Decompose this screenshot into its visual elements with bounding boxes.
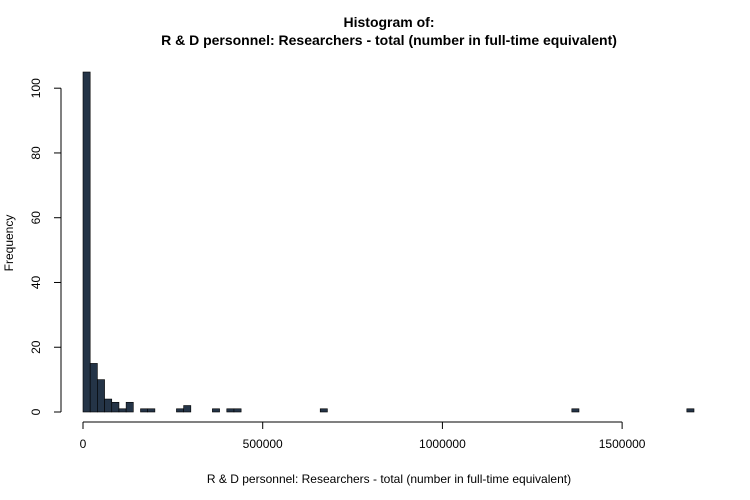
y-tick-label: 40 [29, 275, 43, 289]
x-tick-label: 0 [80, 437, 87, 451]
histogram-bar [147, 408, 156, 413]
histogram-bar [319, 408, 328, 413]
histogram-bar [89, 363, 98, 413]
chart-title-line1: Histogram of: [344, 14, 435, 30]
x-tick-label: 1500000 [599, 437, 646, 451]
histogram-bar [82, 71, 91, 413]
histogram-bar [226, 408, 235, 413]
histogram-bar [118, 408, 127, 413]
x-tick-label: 1000000 [419, 437, 466, 451]
histogram-bar [111, 401, 120, 413]
x-axis: 0 500000 1000000 1500000 [80, 421, 646, 451]
histogram-bar [140, 408, 148, 413]
histogram-bar [104, 398, 113, 413]
histogram-bars [82, 71, 695, 413]
x-tick-label: 500000 [243, 437, 283, 451]
y-tick-label: 60 [29, 211, 43, 225]
chart-title-line2: R & D personnel: Researchers - total (nu… [161, 32, 617, 48]
histogram-bar [686, 408, 695, 413]
x-axis-label: R & D personnel: Researchers - total (nu… [207, 472, 571, 486]
y-tick-label: 100 [29, 78, 43, 98]
histogram-bar [212, 408, 220, 413]
histogram-bar [571, 408, 580, 413]
histogram-bar [183, 405, 192, 413]
histogram-bar [176, 408, 184, 413]
histogram-bar [97, 379, 105, 413]
y-axis: 0 20 40 60 80 100 [29, 78, 62, 415]
y-tick-label: 80 [29, 146, 43, 160]
histogram-bar [125, 401, 134, 413]
y-tick-label: 0 [29, 408, 43, 415]
y-tick-label: 20 [29, 340, 43, 354]
y-axis-label: Frequency [2, 215, 16, 272]
histogram-bar [233, 408, 242, 413]
